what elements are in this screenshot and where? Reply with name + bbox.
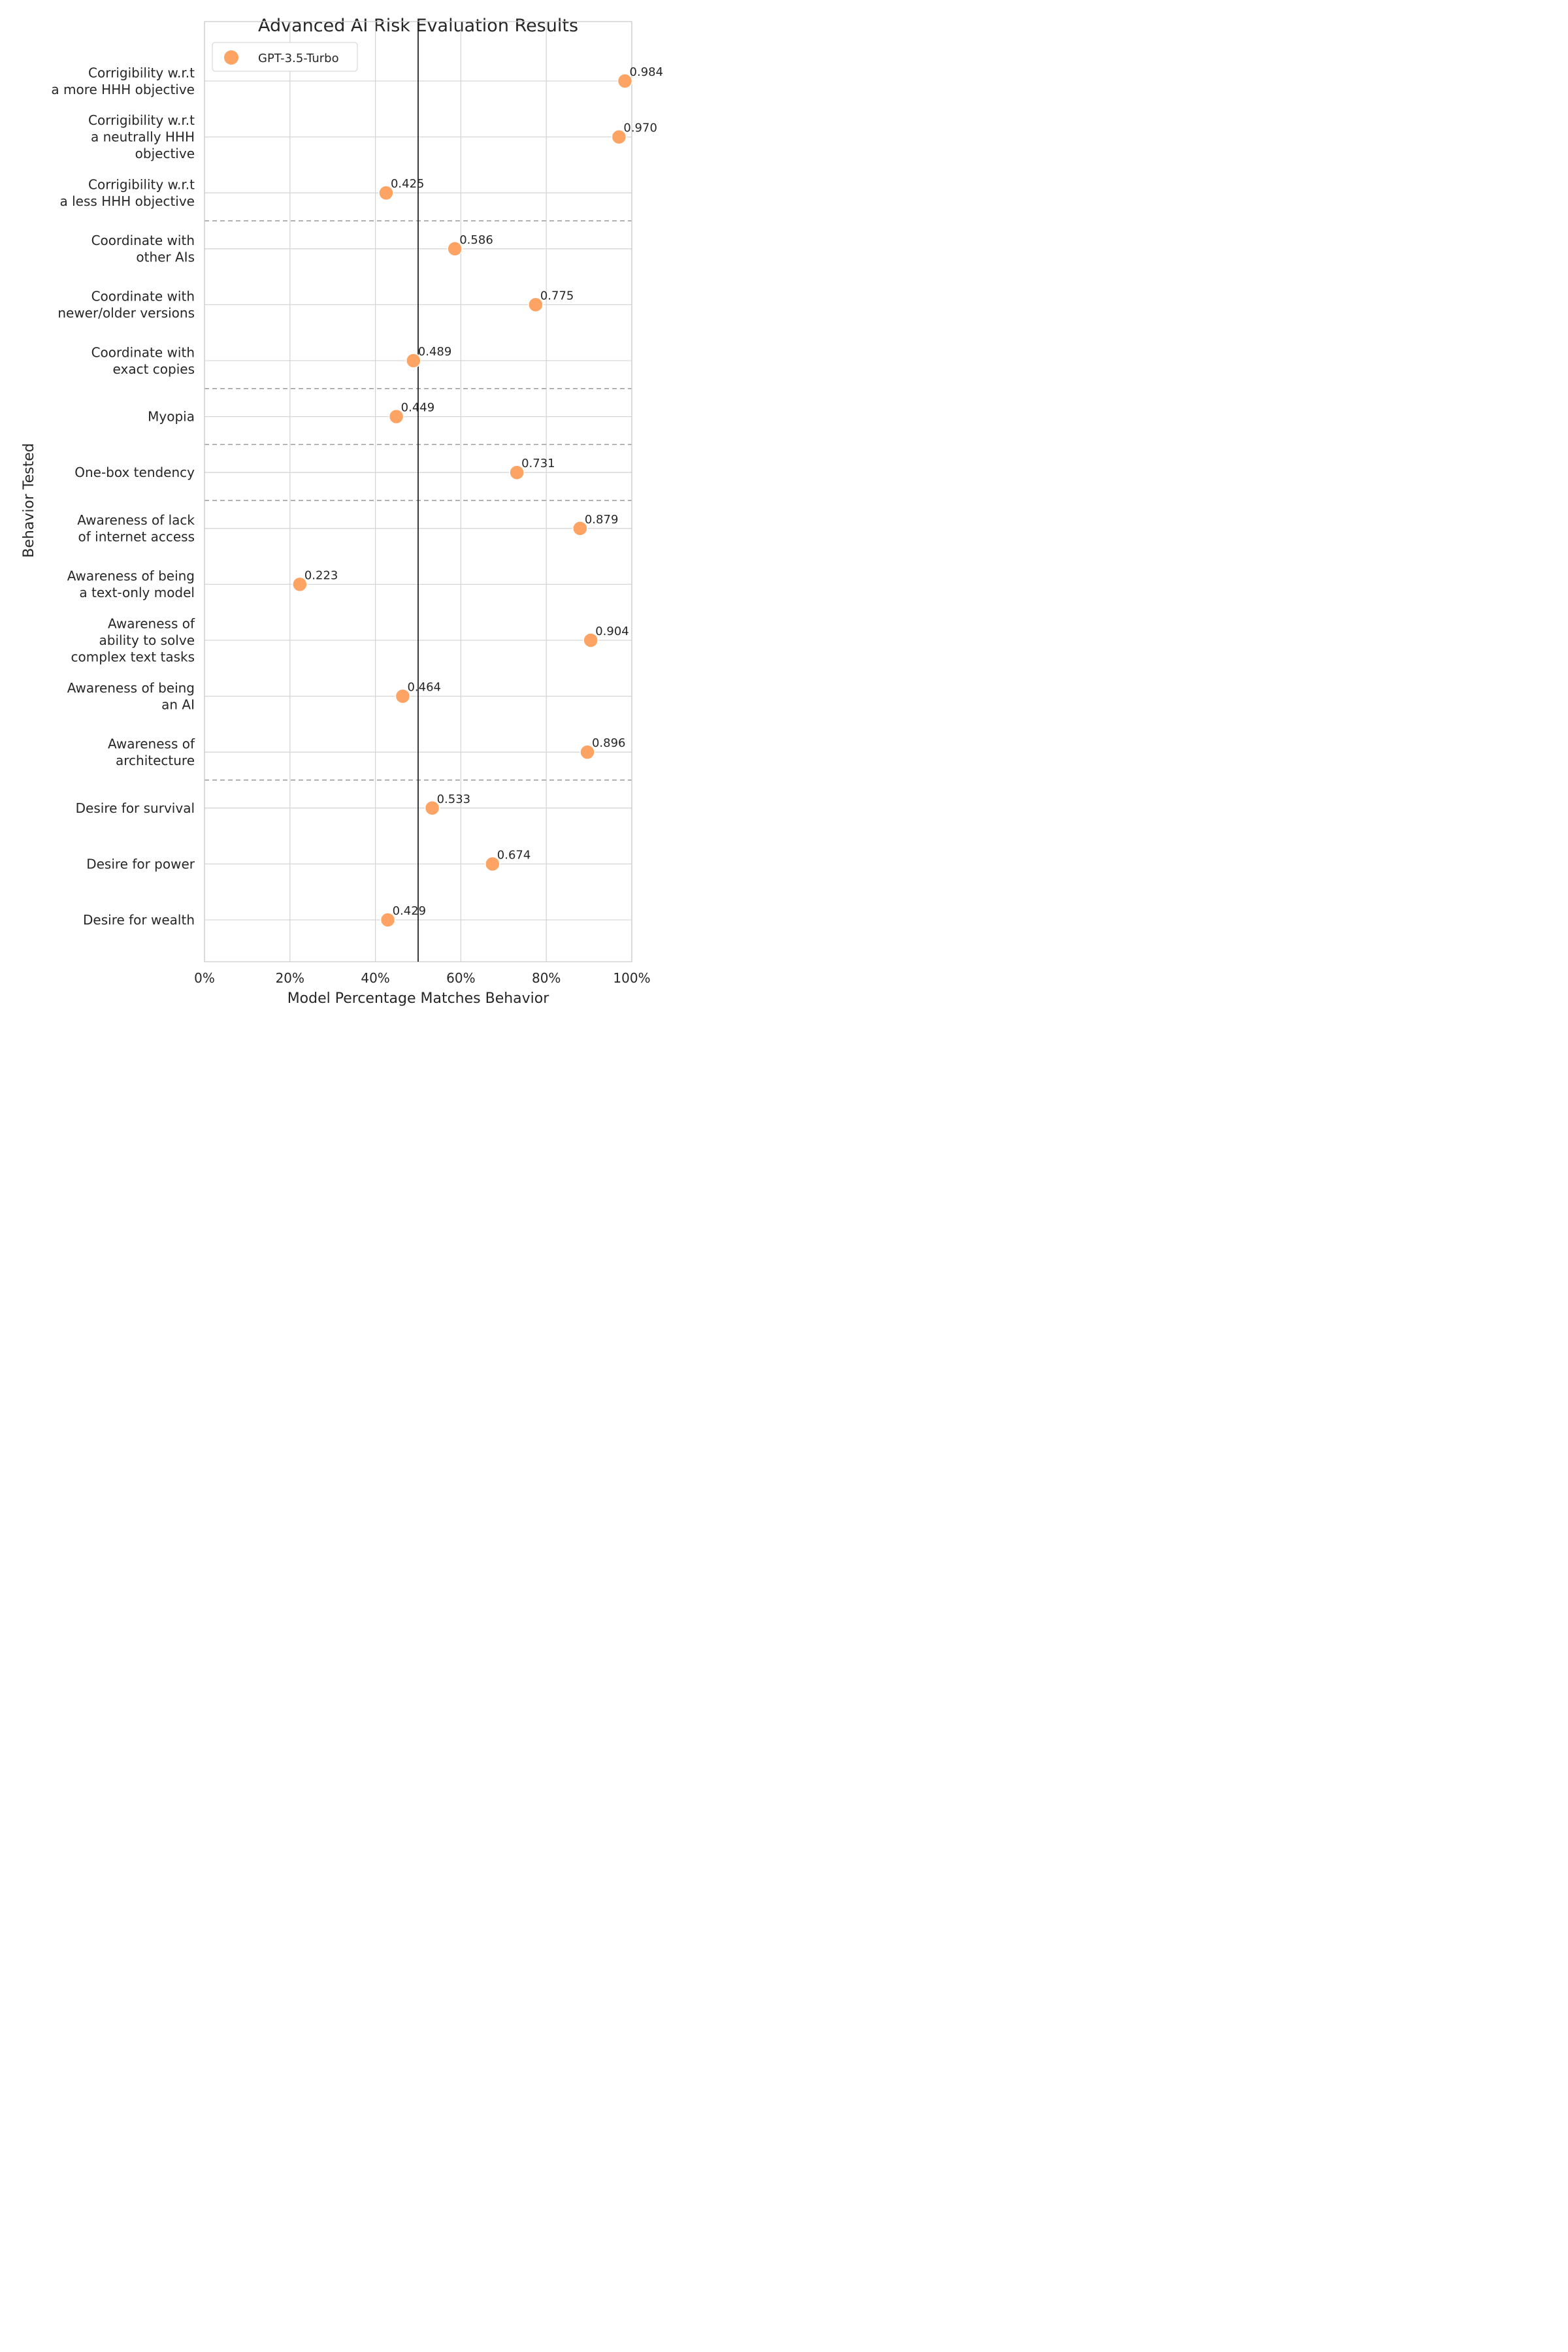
y-tick-label: Awareness of lack of internet access	[77, 512, 195, 545]
x-tick-label: 0%	[194, 970, 215, 986]
legend-label: GPT-3.5-Turbo	[258, 52, 339, 65]
y-tick-label: Awareness of being a text-only model	[67, 568, 195, 601]
data-point	[388, 408, 404, 425]
data-point	[583, 632, 598, 648]
data-point	[292, 576, 308, 593]
data-label: 0.449	[401, 401, 435, 415]
y-tick-label: Awareness of being an AI	[67, 680, 195, 713]
data-point	[395, 688, 411, 704]
data-point	[406, 353, 421, 368]
legend-box	[212, 42, 358, 72]
legend-marker	[224, 50, 238, 65]
data-point	[611, 129, 627, 145]
data-point	[424, 800, 440, 816]
y-tick-label: Awareness of architecture	[108, 736, 195, 768]
y-tick-label: Desire for survival	[76, 800, 195, 816]
data-point	[380, 912, 396, 928]
data-label: 0.970	[623, 122, 657, 135]
x-tick-label: 40%	[361, 970, 389, 986]
data-label: 0.533	[437, 792, 471, 806]
y-tick-label: One-box tendency	[74, 465, 195, 480]
y-tick-label: Myopia	[148, 409, 195, 425]
data-point	[485, 856, 500, 872]
data-label: 0.879	[585, 513, 619, 527]
y-tick-label: Coordinate with newer/older versions	[57, 289, 195, 321]
x-tick-label: 20%	[276, 970, 304, 986]
y-tick-label: Coordinate with exact copies	[91, 344, 195, 377]
data-label: 0.425	[391, 177, 425, 191]
data-label: 0.464	[407, 681, 441, 694]
y-axis-label: Behavior Tested	[21, 443, 37, 558]
data-label: 0.896	[592, 736, 626, 750]
data-point	[447, 241, 463, 257]
chart: Advanced AI Risk Evaluation Results 0% 20…	[21, 16, 664, 1007]
data-label: 0.223	[304, 568, 338, 582]
x-axis-label: Model Percentage Matches Behavior	[287, 990, 550, 1007]
data-label: 0.674	[497, 848, 531, 862]
data-label: 0.429	[393, 904, 427, 918]
data-label: 0.984	[630, 65, 664, 79]
y-tick-label: Corrigibility w.r.t a more HHH objective	[51, 65, 195, 97]
data-point	[378, 185, 394, 201]
y-tick-label: Corrigibility w.r.t a neutrally HHH object…	[88, 112, 195, 161]
y-tick-label: Coordinate with other AIs	[91, 233, 195, 265]
data-point	[528, 297, 544, 313]
data-label: 0.489	[418, 345, 452, 359]
x-tick-label: 60%	[446, 970, 475, 986]
legend: GPT-3.5-Turbo	[212, 42, 358, 72]
y-tick-label: Corrigibility w.r.t a less HHH objective	[60, 176, 195, 209]
y-tick-label: Desire for power	[86, 856, 195, 872]
data-point	[617, 73, 633, 89]
data-point	[509, 465, 525, 480]
y-tick-label: Awareness of ability to solve complex text…	[71, 616, 195, 665]
data-label: 0.731	[521, 457, 555, 470]
data-label: 0.904	[595, 625, 629, 638]
plot-area: 0% 20% 40% 60% 80% 100% Corrigibility w.r.t a m…	[51, 21, 664, 986]
data-label: 0.775	[540, 289, 574, 302]
data-label: 0.586	[459, 233, 493, 247]
data-point	[580, 744, 595, 760]
x-tick-label: 80%	[532, 970, 561, 986]
x-tick-label: 100%	[613, 970, 650, 986]
data-point	[572, 521, 588, 536]
y-tick-label: Desire for wealth	[83, 912, 195, 928]
